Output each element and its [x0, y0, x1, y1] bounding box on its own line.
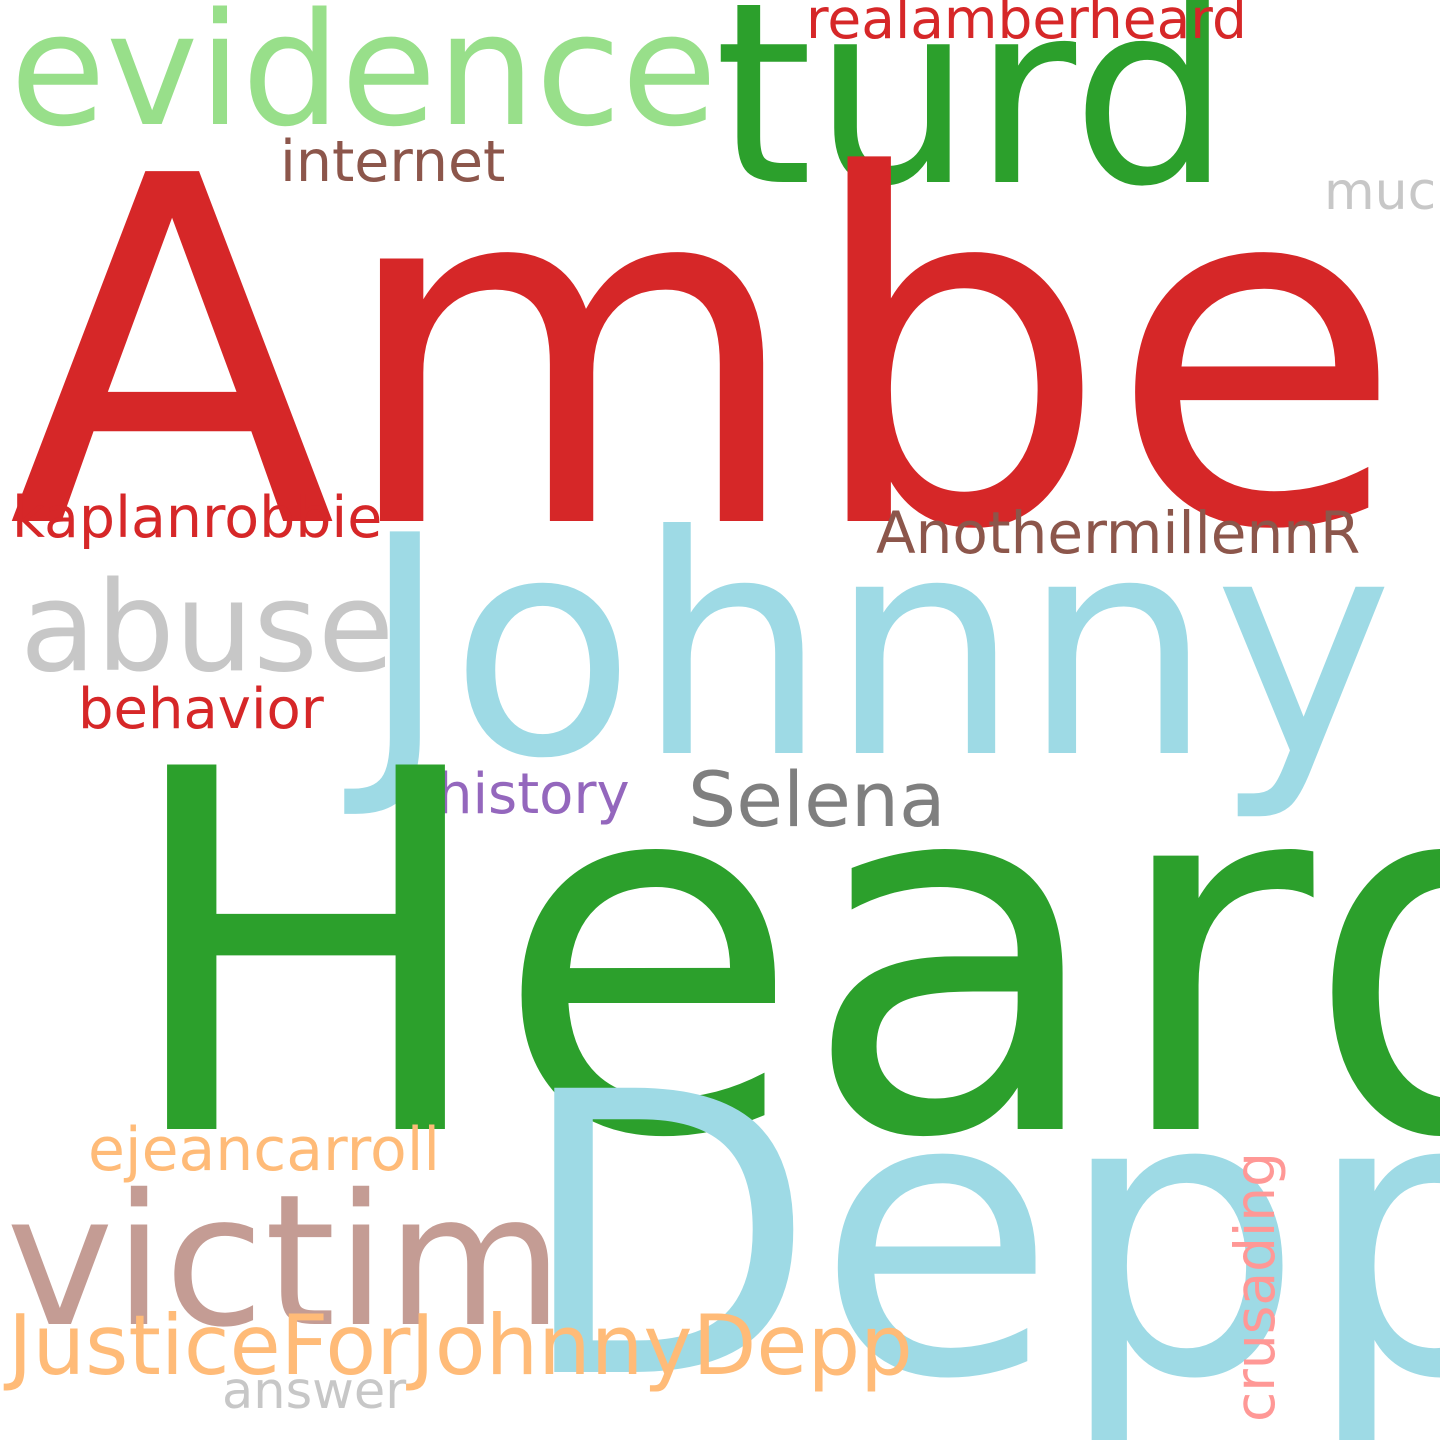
word-realamberheard: realamberheard	[806, 0, 1247, 51]
word-muc: muc	[1324, 162, 1437, 222]
word-heard: Heard	[118, 665, 1440, 1247]
word-crusading: crusading	[1223, 1151, 1287, 1422]
word-johnny: Johnny	[360, 471, 1394, 825]
word-victim: victim	[6, 1155, 564, 1367]
word-depp: Depp	[516, 1010, 1440, 1440]
word-anothermillennr: AnothermillennR	[876, 499, 1361, 567]
word-selena: Selena	[688, 755, 946, 844]
word-answer: answer	[222, 1362, 407, 1421]
word-abuse: abuse	[20, 556, 395, 700]
word-amber: Amber	[8, 76, 1440, 635]
word-kaplanrobbie: kaplanrobbie	[12, 485, 383, 551]
word-evidence: evidence	[10, 0, 718, 161]
word-history: history	[437, 762, 630, 827]
word-ejeancarroll: ejeancarroll	[88, 1115, 441, 1185]
word-turd: turd	[714, 0, 1232, 242]
word-behavior: behavior	[78, 677, 324, 742]
word-justicefor-johnnydepp: JusticeForJohnnyDepp	[8, 1297, 913, 1394]
word-internet: internet	[280, 129, 506, 195]
